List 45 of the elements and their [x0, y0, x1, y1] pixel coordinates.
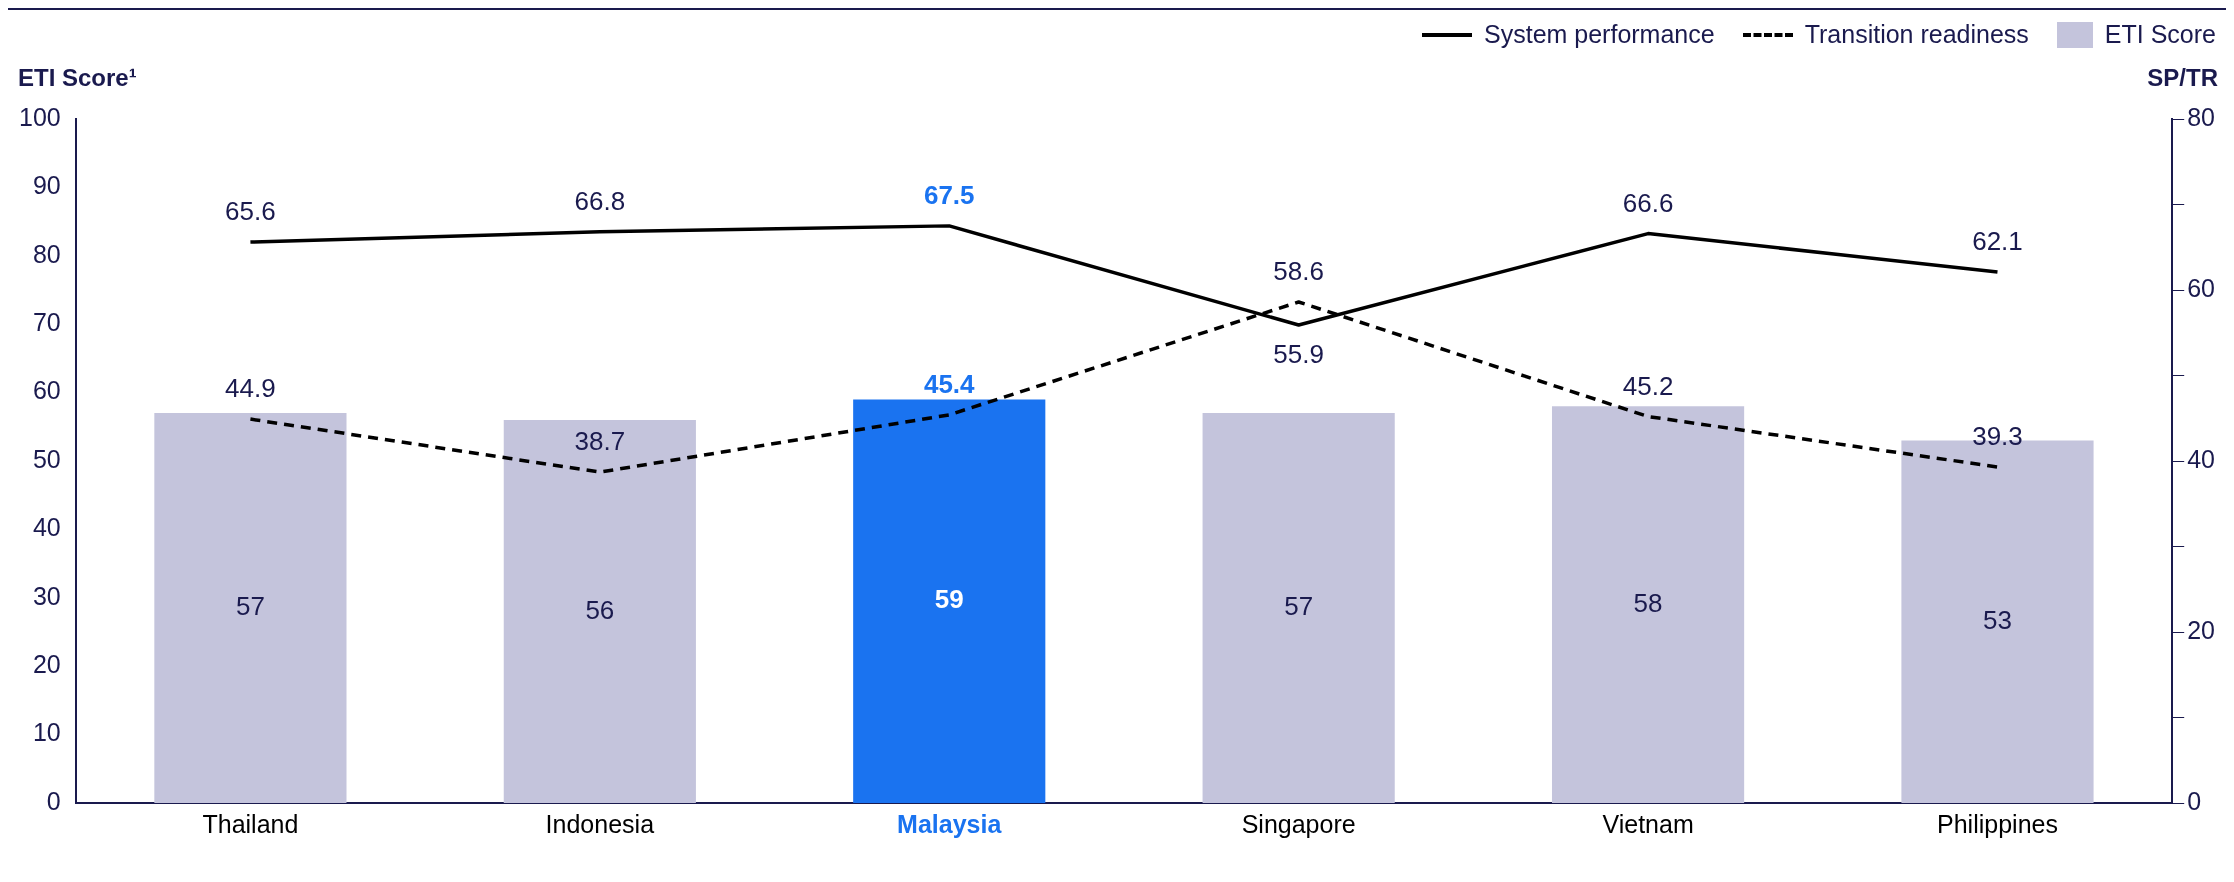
y-tick-label: 80	[32, 239, 61, 268]
y-tick-label: 40	[32, 513, 61, 542]
legend-label: Transition readiness	[1804, 20, 2029, 49]
data-label: 56	[585, 594, 615, 625]
data-label: 65.6	[225, 196, 276, 227]
data-label: 58	[1633, 587, 1663, 618]
x-tick-label: Indonesia	[545, 809, 655, 838]
x-tick-label: Singapore	[1241, 809, 1356, 838]
legend-label: ETI Score	[2104, 20, 2216, 49]
y2-axis-title: SP/TR	[2147, 63, 2218, 91]
x-tick-label: Vietnam	[1602, 809, 1694, 838]
y-tick-label: 60	[32, 376, 61, 405]
y-axis-title: ETI Score¹	[18, 63, 137, 91]
data-label: 44.9	[225, 373, 276, 404]
y-tick-label: 30	[32, 581, 61, 610]
y-tick-label: 100	[18, 102, 61, 131]
data-label: 57	[1284, 591, 1314, 622]
data-label: 62.1	[1972, 226, 2023, 257]
data-label: 66.8	[574, 186, 626, 217]
y-tick-label: 10	[32, 718, 61, 747]
data-label: 53	[1983, 604, 2012, 635]
data-label: 66.6	[1622, 187, 1674, 218]
data-label: 39.3	[1972, 421, 2023, 452]
y-tick-label: 90	[32, 171, 61, 200]
data-label: 55.9	[1273, 339, 1324, 370]
y2-tick-label: 40	[2187, 444, 2215, 473]
data-label: 45.2	[1622, 370, 1674, 401]
y2-tick-label: 60	[2187, 273, 2215, 302]
data-label: 67.5	[923, 180, 975, 211]
y-tick-label: 70	[32, 308, 61, 337]
data-label: 45.4	[923, 369, 976, 399]
data-label: 38.7	[574, 426, 626, 457]
y-tick-label: 0	[46, 786, 61, 815]
y-tick-label: 50	[32, 444, 61, 473]
y-tick-label: 20	[32, 650, 61, 679]
y2-tick-label: 20	[2187, 615, 2215, 644]
x-tick-label: Malaysia	[897, 809, 1003, 838]
x-tick-label: Thailand	[202, 809, 299, 838]
data-label: 57	[235, 591, 265, 622]
data-label: 59	[934, 584, 964, 615]
y2-tick-label: 0	[2187, 786, 2202, 815]
legend-label: System performance	[1484, 20, 1715, 49]
y2-tick-label: 80	[2187, 102, 2215, 131]
data-label: 58.6	[1273, 256, 1324, 287]
x-tick-label: Philippines	[1937, 809, 2058, 838]
